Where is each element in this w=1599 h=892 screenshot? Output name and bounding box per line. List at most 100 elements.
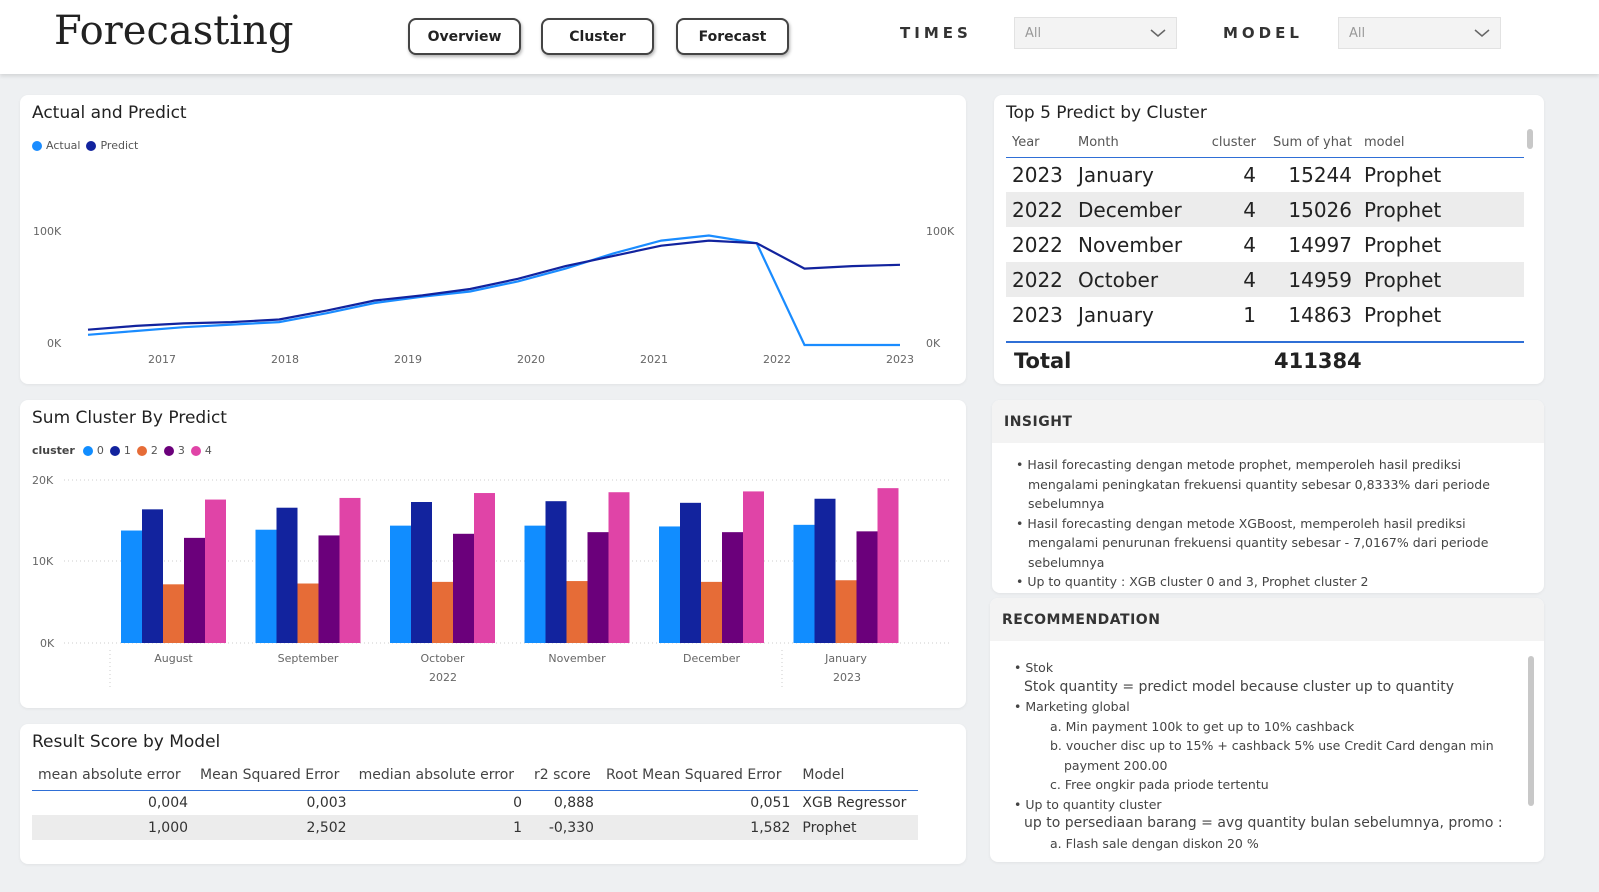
bar-december-cluster-1[interactable] [680,502,701,643]
bar-october-cluster-0[interactable] [390,525,411,643]
recommendation-line: Stok quantity = predict model because cl… [1024,678,1455,695]
chevron-down-icon [1150,29,1166,37]
recommendation-line: up to persediaan barang = avg quantity b… [1024,815,1503,831]
model-filter-value: All [1349,25,1366,41]
top5-scrollbar[interactable] [1527,129,1533,149]
col-mean-absolute-error[interactable]: mean absolute error [32,760,195,791]
cell: XGB Regressor [802,794,907,811]
legend-cluster-4: 4 [204,444,212,457]
bar-october-cluster-4[interactable] [474,493,495,643]
top5-header-row: Year Month cluster Sum of yhat model [1006,129,1524,157]
table-row: 2022 November 4 14997 Prophet [1006,227,1524,262]
col-month[interactable]: Month [1078,135,1119,151]
col-year[interactable]: Year [1012,135,1040,151]
y-tick-right-0k: 0K [926,337,941,350]
y-tick-left-100k: 100K [33,225,62,238]
cell: 4 [1243,162,1256,187]
recommendation-scrollbar[interactable] [1528,656,1534,806]
bar-august-cluster-3[interactable] [184,537,205,643]
bar-august-cluster-4[interactable] [205,499,226,643]
bar-january-cluster-2[interactable] [835,580,857,643]
bar-september-cluster-2[interactable] [297,583,319,643]
bar-january-cluster-0[interactable] [793,524,815,643]
cell: 1 [1243,302,1256,327]
sum-cluster-title: Sum Cluster By Predict [32,408,227,428]
bar-november-cluster-2[interactable] [566,581,588,643]
col-model[interactable]: model [1364,135,1405,151]
times-filter-select[interactable]: All [1014,17,1177,49]
cell: 2023 [1012,302,1063,327]
bar-january-cluster-1[interactable] [814,498,836,643]
bar-september-cluster-4[interactable] [339,497,361,643]
cell: 0,003 [306,794,347,811]
col-cluster[interactable]: cluster [1211,135,1256,151]
legend-dot [32,140,42,151]
legend-dot [163,445,174,456]
insight-body: • Hasil forecasting dengan metode prophe… [992,455,1544,592]
legend-dot [86,140,97,151]
col-model[interactable]: Model [796,760,918,791]
overview-button[interactable]: Overview [408,18,521,55]
col-sum-of-yhat[interactable]: Sum of yhat [1273,135,1352,151]
col-median-absolute-error[interactable]: median absolute error [352,760,528,791]
cell: Prophet [1364,232,1442,257]
y-tick-0k: 0K [40,637,55,650]
bar-october-cluster-2[interactable] [432,581,453,643]
legend-dot [82,445,93,456]
model-filter-select[interactable]: All [1338,17,1501,49]
x-tick-label: September [278,652,339,665]
recommendation-line: b. voucher disc up to 15% + cashback 5% … [1050,738,1494,773]
cell: Prophet [1358,192,1524,227]
insight-item: • Up to quantity : XGB cluster 0 and 3, … [1016,574,1369,589]
cell: 0,051 [750,794,791,811]
model-filter-label: MODEL [1223,24,1303,42]
bar-september-cluster-3[interactable] [318,535,340,643]
bar-november-cluster-1[interactable] [545,501,567,643]
series-line-predict [87,239,901,331]
cluster-legend: cluster 0 1 2 3 4 [32,444,212,457]
sum-cluster-panel: Sum Cluster By Predict cluster 0 1 2 3 4… [20,400,966,708]
bar-october-cluster-3[interactable] [453,533,474,643]
bar-november-cluster-3[interactable] [587,532,609,643]
bar-september-cluster-1[interactable] [276,507,298,643]
actual-predict-chart: 2017 2018 2019 2020 2021 2022 2023 [87,234,914,366]
bar-january-cluster-3[interactable] [856,531,878,643]
top-header: Forecasting Overview Cluster Forecast TI… [0,0,1599,74]
cell: 2022 [1006,262,1072,297]
legend-cluster-0: 0 [96,444,104,457]
bar-august-cluster-1[interactable] [142,509,163,643]
bar-august-cluster-0[interactable] [121,530,142,643]
recommendation-title: RECOMMENDATION [990,598,1544,641]
col-r2-score[interactable]: r2 score [527,760,600,791]
cell: Prophet [1364,302,1442,327]
x-tick-label: December [683,652,741,665]
x-tick-label: August [154,652,193,665]
bar-december-cluster-3[interactable] [722,532,743,643]
x-tick-label: 2022 [763,353,791,366]
cell: January [1078,302,1154,327]
bar-september-cluster-0[interactable] [255,529,277,643]
cell: 2022 [1006,192,1072,227]
bar-august-cluster-2[interactable] [163,584,184,643]
bar-december-cluster-0[interactable] [659,526,680,643]
times-filter-label: TIMES [900,24,972,42]
col-mean-squared-error[interactable]: Mean Squared Error [194,760,353,791]
cell: Prophet [796,815,918,840]
bar-october-cluster-1[interactable] [411,502,432,643]
bar-november-cluster-4[interactable] [608,492,630,643]
bar-november-cluster-0[interactable] [524,525,546,643]
bar-december-cluster-4[interactable] [743,491,764,643]
cell: 0 [513,794,522,811]
bar-january-cluster-4[interactable] [877,488,899,643]
x-tick-label: 2017 [148,353,176,366]
y-tick-left-0k: 0K [47,337,62,350]
result-score-title: Result Score by Model [32,732,221,752]
col-root-mean-squared-error[interactable]: Root Mean Squared Error [599,760,797,791]
insight-panel: INSIGHT • Hasil forecasting dengan metod… [992,400,1544,593]
actual-predict-title: Actual and Predict [32,103,187,123]
sum-cluster-chart: August September October November December Ja… [64,479,950,690]
cluster-button[interactable]: Cluster [541,18,654,55]
cell: 2023 [1012,162,1063,187]
bar-december-cluster-2[interactable] [701,581,722,643]
forecast-button[interactable]: Forecast [676,18,789,55]
